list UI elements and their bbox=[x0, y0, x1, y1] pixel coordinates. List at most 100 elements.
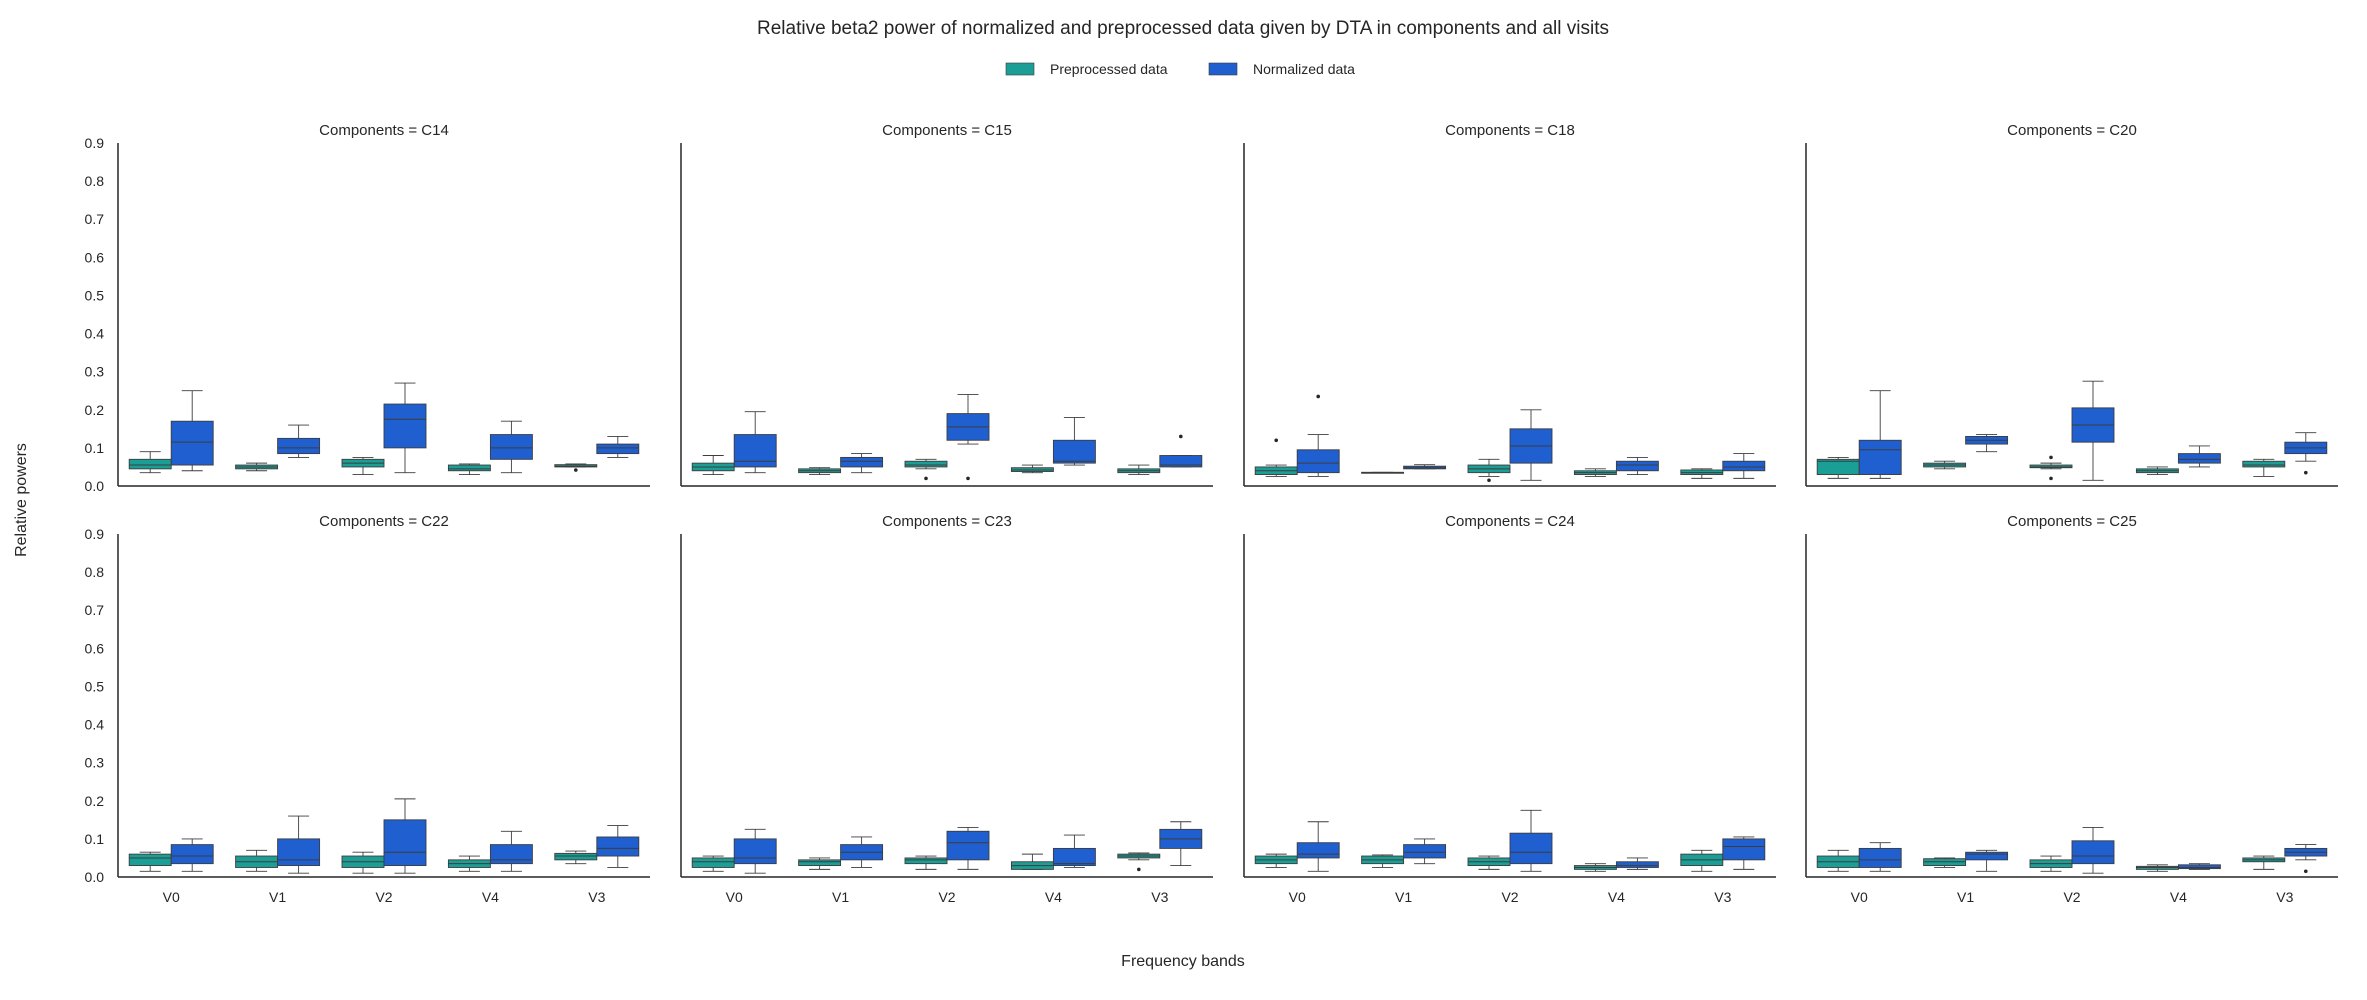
box bbox=[1052, 416, 1096, 466]
box bbox=[1965, 434, 2009, 453]
x-axis-label: Frequency bands bbox=[1121, 953, 1245, 970]
box bbox=[170, 838, 214, 872]
box bbox=[1923, 857, 1967, 868]
panel: Components = C22 0.0 0.1 0.2 0.3 0.4 0.5 0.6 0.7… bbox=[85, 513, 650, 905]
box-body bbox=[383, 403, 427, 449]
x-tick-label: V4 bbox=[482, 889, 499, 905]
box-body bbox=[904, 460, 948, 468]
box bbox=[1680, 468, 1724, 479]
x-tick-label: V3 bbox=[1151, 889, 1168, 905]
box bbox=[1403, 838, 1447, 865]
box-body bbox=[489, 844, 533, 865]
box-body bbox=[1403, 844, 1447, 859]
box bbox=[1509, 409, 1553, 481]
y-tick-label: 0.1 bbox=[85, 831, 105, 847]
x-tick-label: V1 bbox=[832, 889, 849, 905]
x-tick-label: V3 bbox=[2276, 889, 2293, 905]
y-tick-label: 0.9 bbox=[85, 526, 105, 542]
box bbox=[1615, 456, 1659, 476]
box-body bbox=[2071, 840, 2115, 865]
panel: Components = C20 bbox=[1805, 122, 2338, 487]
x-tick-label: V3 bbox=[1714, 889, 1731, 905]
box bbox=[2029, 455, 2073, 481]
box bbox=[1361, 854, 1405, 868]
y-tick-label: 0.6 bbox=[85, 249, 105, 265]
box bbox=[1816, 456, 1860, 479]
y-tick-label: 0.7 bbox=[85, 211, 105, 227]
box bbox=[1010, 853, 1054, 870]
box bbox=[1858, 390, 1902, 479]
box bbox=[128, 451, 172, 474]
flier bbox=[1179, 434, 1183, 439]
panel-title: Components = C20 bbox=[2007, 122, 2137, 139]
box bbox=[596, 436, 640, 458]
box-body bbox=[1858, 439, 1902, 476]
y-tick-label: 0.2 bbox=[85, 793, 105, 809]
box bbox=[1615, 857, 1659, 870]
legend-swatch bbox=[1208, 62, 1238, 76]
y-tick-label: 0.2 bbox=[85, 402, 105, 418]
chart-title: Relative beta2 power of normalized and p… bbox=[757, 18, 1609, 39]
box bbox=[489, 830, 533, 872]
y-tick-label: 0.0 bbox=[85, 869, 105, 885]
panel: Components = C15 bbox=[680, 122, 1213, 487]
x-tick-label: V1 bbox=[269, 889, 286, 905]
box bbox=[235, 849, 279, 872]
box bbox=[2242, 855, 2286, 870]
box bbox=[2242, 458, 2286, 477]
flier bbox=[574, 468, 578, 472]
box bbox=[2177, 445, 2221, 468]
flier bbox=[2049, 476, 2053, 481]
box-body bbox=[1296, 842, 1340, 859]
box bbox=[840, 836, 884, 868]
panel: Components = C23 V0 V1 V2 V4 V3 bbox=[680, 513, 1213, 905]
box bbox=[383, 382, 427, 474]
y-tick-label: 0.5 bbox=[85, 678, 105, 694]
panel-title: Components = C22 bbox=[319, 513, 449, 530]
panel-title: Components = C14 bbox=[319, 122, 449, 139]
box bbox=[1722, 836, 1766, 870]
flier bbox=[966, 476, 970, 481]
box-body bbox=[2177, 864, 2221, 870]
x-tick-label: V2 bbox=[938, 889, 955, 905]
box-body bbox=[277, 437, 321, 455]
box bbox=[447, 463, 491, 476]
box bbox=[2135, 864, 2179, 872]
box bbox=[691, 855, 735, 872]
panel: Components = C24 V0 V1 V2 V4 V3 bbox=[1243, 513, 1776, 905]
box-body bbox=[733, 434, 777, 468]
box-body bbox=[170, 844, 214, 865]
y-tick-label: 0.1 bbox=[85, 440, 105, 456]
box bbox=[341, 851, 385, 874]
box-body bbox=[1615, 861, 1659, 868]
box bbox=[1509, 809, 1553, 872]
box bbox=[1923, 460, 1967, 470]
y-tick-label: 0.8 bbox=[85, 173, 105, 189]
box bbox=[2071, 827, 2115, 874]
box bbox=[1296, 394, 1340, 477]
panel-title: Components = C18 bbox=[1445, 122, 1575, 139]
box-body bbox=[554, 852, 598, 861]
panel: Components = C18 bbox=[1243, 122, 1776, 487]
flier bbox=[2304, 869, 2308, 874]
y-tick-label: 0.3 bbox=[85, 755, 105, 771]
box-body bbox=[489, 434, 533, 460]
x-tick-label: V4 bbox=[1608, 889, 1625, 905]
x-tick-label: V0 bbox=[726, 889, 743, 905]
y-tick-label: 0.0 bbox=[85, 478, 105, 494]
box bbox=[840, 453, 884, 474]
x-tick-label: V1 bbox=[1957, 889, 1974, 905]
box bbox=[128, 851, 172, 872]
box-body bbox=[1722, 460, 1766, 472]
panel-title: Components = C24 bbox=[1445, 513, 1575, 530]
box-body bbox=[170, 420, 214, 466]
box bbox=[447, 855, 491, 872]
box bbox=[554, 463, 598, 472]
box-body bbox=[1052, 439, 1096, 464]
y-tick-label: 0.7 bbox=[85, 602, 105, 618]
y-tick-label: 0.4 bbox=[85, 326, 105, 342]
box bbox=[596, 825, 640, 868]
box-body bbox=[2029, 464, 2073, 469]
box-body bbox=[1159, 455, 1203, 468]
